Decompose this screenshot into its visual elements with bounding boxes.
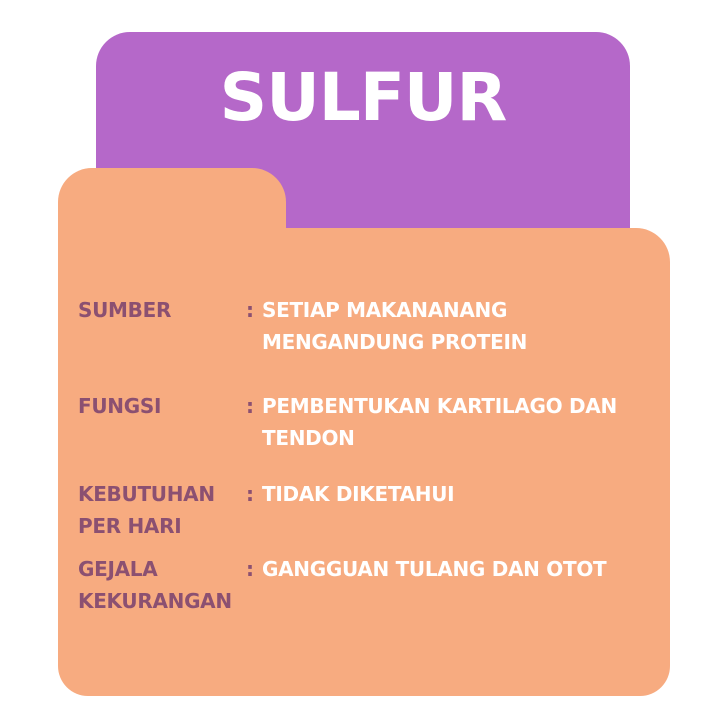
info-row-kebutuhan: KEBUTUHAN PER HARI : TIDAK DIKETAHUI [78, 478, 668, 542]
row-value: GANGGUAN TULANG DAN OTOT [262, 553, 672, 585]
row-label-line: PER HARI [78, 514, 182, 538]
row-value-line: MENGANDUNG PROTEIN [262, 330, 528, 354]
row-label-line: SUMBER [78, 298, 172, 322]
info-row-fungsi: FUNGSI : PEMBENTUKAN KARTILAGO DAN TENDO… [78, 390, 668, 454]
row-value-line: PEMBENTUKAN KARTILAGO DAN [262, 394, 617, 418]
row-label-line: KEKURANGAN [78, 589, 232, 613]
row-value: SETIAP MAKANANANG MENGANDUNG PROTEIN [262, 294, 672, 358]
row-value: PEMBENTUKAN KARTILAGO DAN TENDON [262, 390, 672, 454]
row-label: FUNGSI [78, 390, 246, 422]
row-colon: : [246, 482, 254, 506]
row-label: SUMBER [78, 294, 246, 326]
folder-body [58, 228, 670, 696]
row-label: KEBUTUHAN PER HARI [78, 478, 246, 542]
row-label-line: KEBUTUHAN [78, 482, 215, 506]
row-label-line: FUNGSI [78, 394, 162, 418]
page-title: SULFUR [219, 59, 508, 136]
info-row-sumber: SUMBER : SETIAP MAKANANANG MENGANDUNG PR… [78, 294, 668, 358]
row-value-line: TIDAK DIKETAHUI [262, 482, 455, 506]
row-value-line: TENDON [262, 426, 355, 450]
row-label-line: GEJALA [78, 557, 158, 581]
row-colon: : [246, 557, 254, 581]
row-colon: : [246, 298, 254, 322]
row-value-line: GANGGUAN TULANG DAN OTOT [262, 557, 607, 581]
row-label: GEJALA KEKURANGAN [78, 553, 246, 617]
info-row-gejala: GEJALA KEKURANGAN : GANGGUAN TULANG DAN … [78, 553, 668, 617]
row-colon: : [246, 394, 254, 418]
row-value: TIDAK DIKETAHUI [262, 478, 672, 510]
row-value-line: SETIAP MAKANANANG [262, 298, 508, 322]
